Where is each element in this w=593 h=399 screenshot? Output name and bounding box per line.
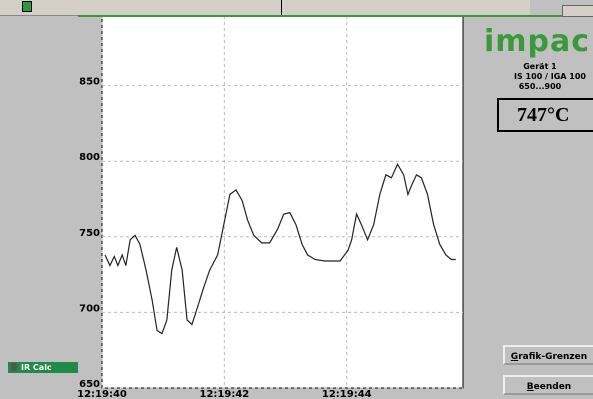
reading: 747°C [517,104,570,126]
title-strip [78,15,593,17]
x-tick-label: 12:19:44 [322,389,372,399]
line [104,162,456,335]
button[interactable]: Grafik-Grenzen [503,345,593,365]
x-tick-label: 12:19:40 [77,389,127,399]
divider [281,0,282,15]
x-tick-label: 12:19:42 [199,389,249,399]
taskbar-icon [11,363,17,371]
taskbar-item[interactable]: IR Calc [8,362,78,373]
y-tick-label: 850 [79,77,100,88]
button[interactable]: Beenden [503,375,593,395]
y-tick-label: 750 [79,228,100,239]
plot-area [101,9,464,389]
y-tick-label: 700 [79,303,100,314]
status-icon [22,1,32,12]
model: IS 100 / IGA 100 [514,72,586,81]
window-controls[interactable] [562,5,593,17]
y-tick-label: 800 [79,152,100,163]
logo: impac [484,24,591,59]
device: Gerät 1 [523,62,557,71]
reading-box: 747°C [497,98,593,132]
range: 650...900 [518,82,562,91]
taskbar-label: IR Calc [21,363,52,372]
top-bar [0,0,530,16]
y-tick-label: 650 [79,379,100,390]
